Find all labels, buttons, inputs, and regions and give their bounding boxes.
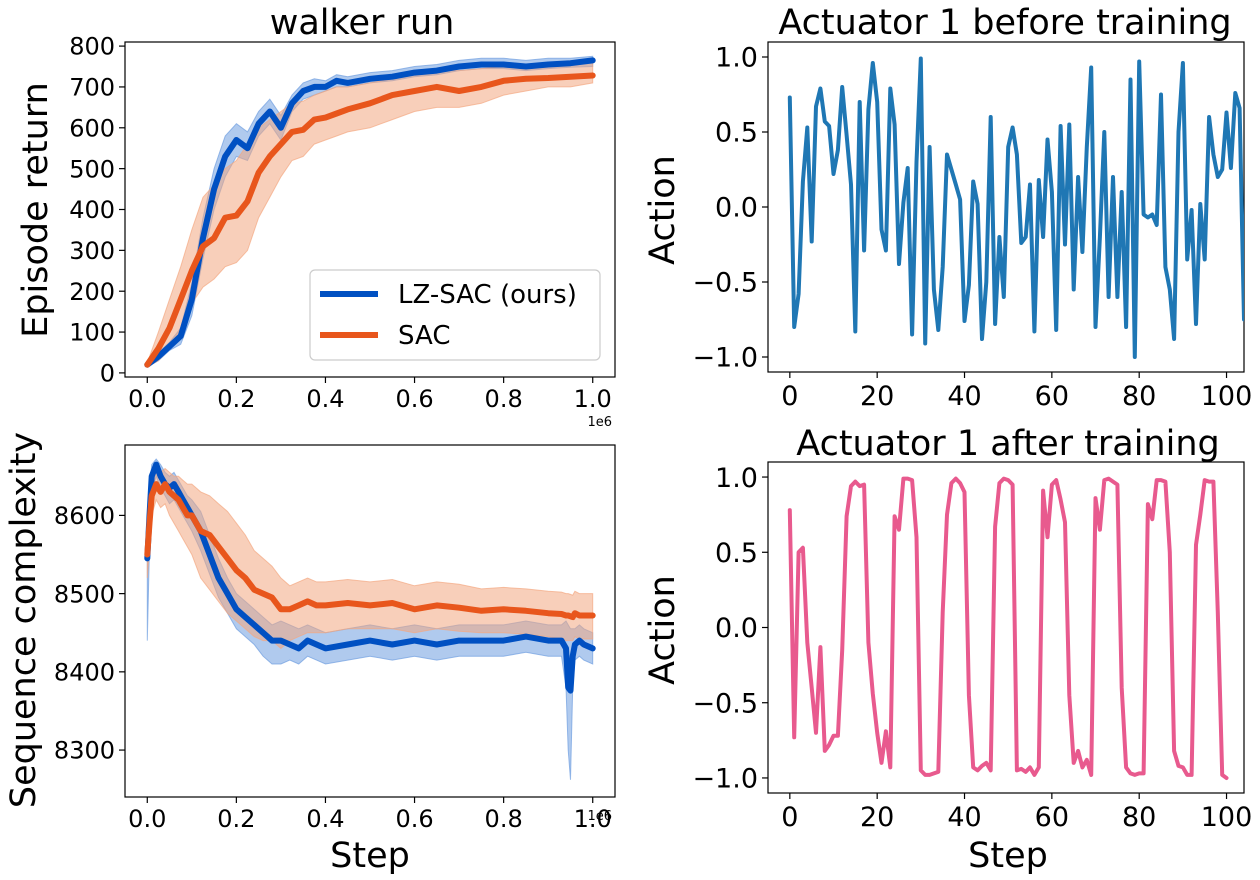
ytick-label-before-0: 1.0 [715, 43, 758, 74]
ytick-label-before-4: −1.0 [692, 343, 758, 374]
xtick-label-complexity-2: 0.4 [306, 805, 344, 833]
xtick-label-complexity-0: 0.0 [128, 805, 166, 833]
xtick-label-after-5: 100 [1201, 802, 1253, 833]
xtick-label-complexity-3: 0.6 [395, 805, 433, 833]
ytick-label-return-4: 400 [69, 196, 115, 224]
sequence-complexity-panel: Sequence complexity Step 1e6 0.0 0.2 0.4 0.… [4, 432, 616, 876]
episode-return-panel: walker run Episode return 1e6 0.0 0.2 0.4 0… [16, 3, 616, 430]
xtick-label-return-0: 0.0 [128, 385, 166, 413]
title-before: Actuator 1 before training [778, 3, 1231, 43]
ytick-label-after-1: 0.5 [715, 538, 758, 569]
axes-frame-complexity [124, 444, 616, 798]
ytick-label-after-0: 1.0 [715, 463, 758, 494]
xtick-label-before-4: 80 [1122, 381, 1156, 412]
ytick-label-return-7: 700 [69, 74, 115, 102]
ytick-label-return-5: 500 [69, 155, 115, 183]
ytick-label-return-3: 300 [69, 237, 115, 265]
series-line-before-0 [787, 56, 1244, 359]
ytick-label-return-8: 800 [69, 33, 115, 61]
ytick-label-complexity-1: 8400 [54, 658, 115, 686]
xtick-label-return-4: 0.8 [485, 385, 523, 413]
series-line-return-1 [144, 72, 596, 368]
ylabel-before: Action [643, 155, 683, 265]
xtick-label-return-1: 0.2 [217, 385, 255, 413]
series-line-complexity-1 [144, 481, 596, 621]
ytick-label-before-2: 0.0 [715, 193, 758, 224]
ytick-label-complexity-3: 8600 [54, 502, 115, 530]
plot-area-before [787, 56, 1244, 359]
xtick-label-before-5: 100 [1201, 381, 1253, 412]
series-line-complexity-0 [144, 461, 596, 694]
legend-label-sac: SAC [398, 321, 450, 351]
xtick-label-after-2: 40 [947, 802, 981, 833]
xtick-label-complexity-1: 0.2 [217, 805, 255, 833]
plot-area-return [144, 55, 596, 368]
xtick-label-return-2: 0.4 [306, 385, 344, 413]
xlabel-after: Step [968, 836, 1048, 876]
legend: LZ-SAC (ours) SAC [309, 269, 601, 361]
ytick-label-after-4: −1.0 [692, 764, 758, 795]
xoffset-return: 1e6 [587, 415, 612, 430]
ytick-label-return-2: 200 [69, 278, 115, 306]
ytick-label-complexity-2: 8500 [54, 580, 115, 608]
xoffset-complexity: 1e6 [587, 809, 612, 824]
xtick-label-before-1: 20 [860, 381, 894, 412]
plot-area-complexity [144, 458, 596, 780]
ylabel-return: Episode return [16, 82, 56, 338]
xtick-label-after-0: 0 [781, 802, 798, 833]
xtick-label-return-5: 1.0 [574, 385, 612, 413]
legend-frame [309, 269, 601, 361]
ytick-label-before-1: 0.5 [715, 118, 758, 149]
actuator-before-panel: Actuator 1 before training Action 0 20 40 6… [643, 3, 1253, 412]
xtick-label-before-0: 0 [781, 381, 798, 412]
xtick-label-return-3: 0.6 [395, 385, 433, 413]
ylabel-after: Action [643, 575, 683, 685]
actuator-after-panel: Actuator 1 after training Action Step 0 2… [643, 424, 1252, 876]
series-line-after-0 [787, 476, 1229, 780]
xtick-label-after-4: 80 [1122, 802, 1156, 833]
xtick-label-before-3: 60 [1035, 381, 1069, 412]
ytick-label-return-1: 100 [69, 319, 115, 347]
xtick-label-complexity-4: 0.8 [485, 805, 523, 833]
xtick-label-after-3: 60 [1035, 802, 1069, 833]
title-after: Actuator 1 after training [796, 424, 1220, 464]
band-complexity-1 [146, 467, 594, 650]
ytick-label-return-0: 0 [100, 360, 115, 388]
ytick-label-return-6: 600 [69, 114, 115, 142]
xtick-label-before-2: 40 [947, 381, 981, 412]
legend-label-lz-sac: LZ-SAC (ours) [398, 280, 577, 310]
ytick-label-after-2: 0.0 [715, 613, 758, 644]
xtick-label-complexity-5: 1.0 [574, 805, 612, 833]
ytick-label-before-3: −0.5 [692, 268, 758, 299]
ytick-label-after-3: −0.5 [692, 688, 758, 719]
ytick-label-complexity-0: 8300 [54, 737, 115, 765]
plot-area-after [787, 476, 1229, 780]
xtick-label-after-1: 20 [860, 802, 894, 833]
title-return: walker run [270, 3, 455, 43]
ylabel-complexity: Sequence complexity [4, 432, 44, 808]
xlabel-complexity: Step [330, 836, 410, 876]
